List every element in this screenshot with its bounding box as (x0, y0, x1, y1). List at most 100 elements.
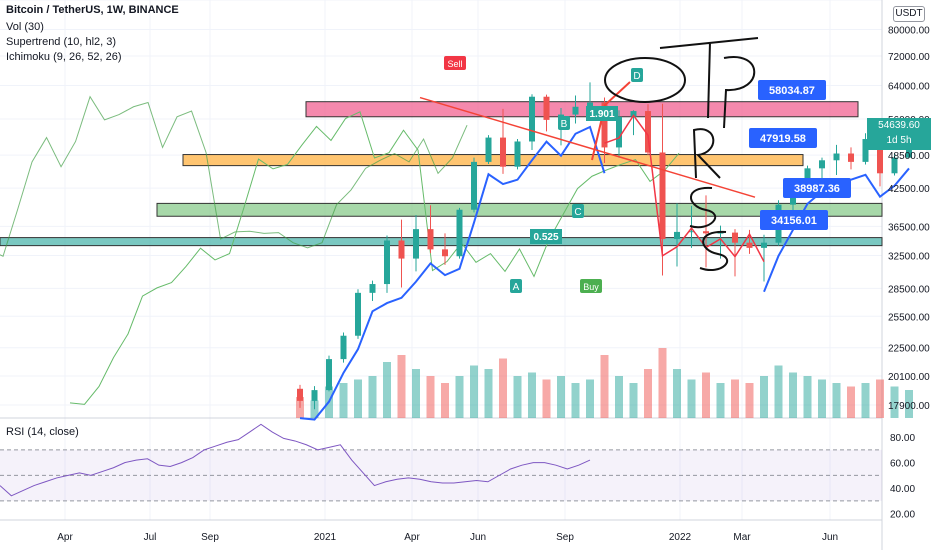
price-tick-label: 22500.00 (888, 344, 930, 355)
time-tick-label: Sep (556, 532, 574, 543)
candle-body (311, 390, 318, 401)
volume-bar (745, 383, 754, 418)
time-tick-label: Mar (733, 532, 751, 543)
volume-bar (600, 355, 609, 418)
supertrend-indicator-label[interactable]: Supertrend (10, hl2, 3) (6, 36, 117, 48)
rsi-indicator-label[interactable]: RSI (14, close) (6, 426, 79, 438)
price-callout-box (758, 80, 826, 100)
volume-bar (513, 376, 522, 418)
price-callout-text: 47919.58 (760, 133, 806, 145)
price-callout-box (760, 210, 828, 230)
candle-body (688, 231, 695, 233)
supertrend-down-line (604, 114, 765, 263)
candle-body (427, 229, 434, 250)
volume-bar (658, 348, 667, 418)
candle-body (442, 249, 448, 257)
volume-bar (818, 379, 826, 418)
price-tick-label: 72000.00 (888, 52, 930, 63)
volume-bar (876, 379, 884, 418)
time-tick-label: Jul (144, 532, 157, 543)
ichimoku-cloud (0, 95, 680, 405)
volume-bar (687, 379, 696, 418)
fib-label-box (586, 106, 618, 121)
price-callout-text: 34156.01 (771, 215, 817, 227)
volume-bar (702, 372, 710, 418)
buy-signal-box (580, 279, 602, 293)
volume-bar (557, 376, 565, 418)
last-price-value: 54639.60 (878, 120, 920, 131)
price-tick-label: 25500.00 (888, 312, 930, 323)
volume-bar (673, 369, 681, 418)
candle-body (601, 102, 608, 148)
projection-arrow (591, 81, 631, 161)
candle-body (877, 139, 883, 174)
volume-bar (499, 358, 507, 418)
rsi-tick-label: 40.00 (890, 484, 915, 495)
candle-body (529, 96, 535, 142)
candle-body (500, 137, 506, 167)
volume-bar (774, 365, 783, 418)
candle-body (340, 335, 347, 360)
volume-indicator-label[interactable]: Vol (30) (6, 21, 44, 33)
candle-body (819, 160, 825, 169)
handwriting-p (723, 55, 756, 129)
time-tick-label: Apr (404, 532, 420, 543)
price-tick-label: 28500.00 (888, 284, 930, 295)
candle-body (746, 242, 753, 248)
currency-button[interactable]: USDT (893, 6, 925, 22)
buy-signal-label: Buy (583, 282, 599, 292)
supertrend-up-line (299, 125, 606, 421)
bar-countdown: 1d 5h (886, 135, 912, 146)
sell-signal-label: Sell (447, 59, 462, 69)
volume-bar (470, 365, 478, 418)
rsi-pane: 80.00 60.00 40.00 20.00 (0, 423, 915, 521)
volume-bar (644, 369, 652, 418)
pattern-point-label: C (574, 207, 581, 218)
mid-zone (182, 154, 804, 167)
pattern-point-box (572, 204, 584, 218)
candle-body (587, 102, 593, 107)
volume-bar (397, 355, 406, 418)
volume-bar (354, 379, 362, 418)
fib-label-text: 1.901 (589, 109, 614, 120)
sell-signal-box (444, 56, 466, 70)
candle-body (398, 240, 405, 259)
time-tick-label: Jun (822, 532, 838, 543)
volume-bar (716, 383, 725, 418)
volume-bar (861, 383, 870, 418)
rsi-tick-label: 20.00 (890, 510, 915, 521)
price-tick-label: 42500.00 (888, 184, 930, 195)
pattern-point-label: D (633, 71, 640, 82)
time-tick-label: Apr (57, 532, 73, 543)
time-tick-label: Sep (201, 532, 219, 543)
candle-body (543, 96, 550, 120)
candle-body (326, 359, 332, 391)
pattern-point-label: A (513, 282, 520, 293)
price-tick-label: 80000.00 (888, 26, 930, 37)
price-tick-label: 17900.00 (888, 401, 930, 412)
candle-body (369, 284, 376, 293)
price-callout-text: 58034.87 (769, 85, 815, 97)
handwriting-s1 (689, 186, 717, 229)
candle-body (645, 111, 651, 153)
fib-label-box (530, 229, 562, 244)
candle-body (732, 232, 738, 243)
handwriting-o (604, 57, 686, 103)
fib-label-text: 0.525 (533, 232, 558, 243)
resistance-zone (305, 101, 859, 118)
candle-body (413, 229, 419, 259)
price-callout-box (749, 128, 817, 148)
volume-bar (803, 376, 812, 418)
ichimoku-span-a (69, 111, 680, 405)
candle-body (297, 388, 303, 401)
candle-body (833, 153, 840, 161)
rsi-line (0, 423, 591, 497)
pattern-point-box (558, 116, 570, 130)
candle-body (674, 231, 680, 240)
price-tick-label: 48500.00 (888, 151, 930, 162)
candle-body (630, 111, 637, 117)
volume-bar (426, 376, 435, 418)
ichimoku-indicator-label[interactable]: Ichimoku (9, 26, 52, 26) (6, 51, 122, 63)
volume-bar (412, 369, 420, 418)
